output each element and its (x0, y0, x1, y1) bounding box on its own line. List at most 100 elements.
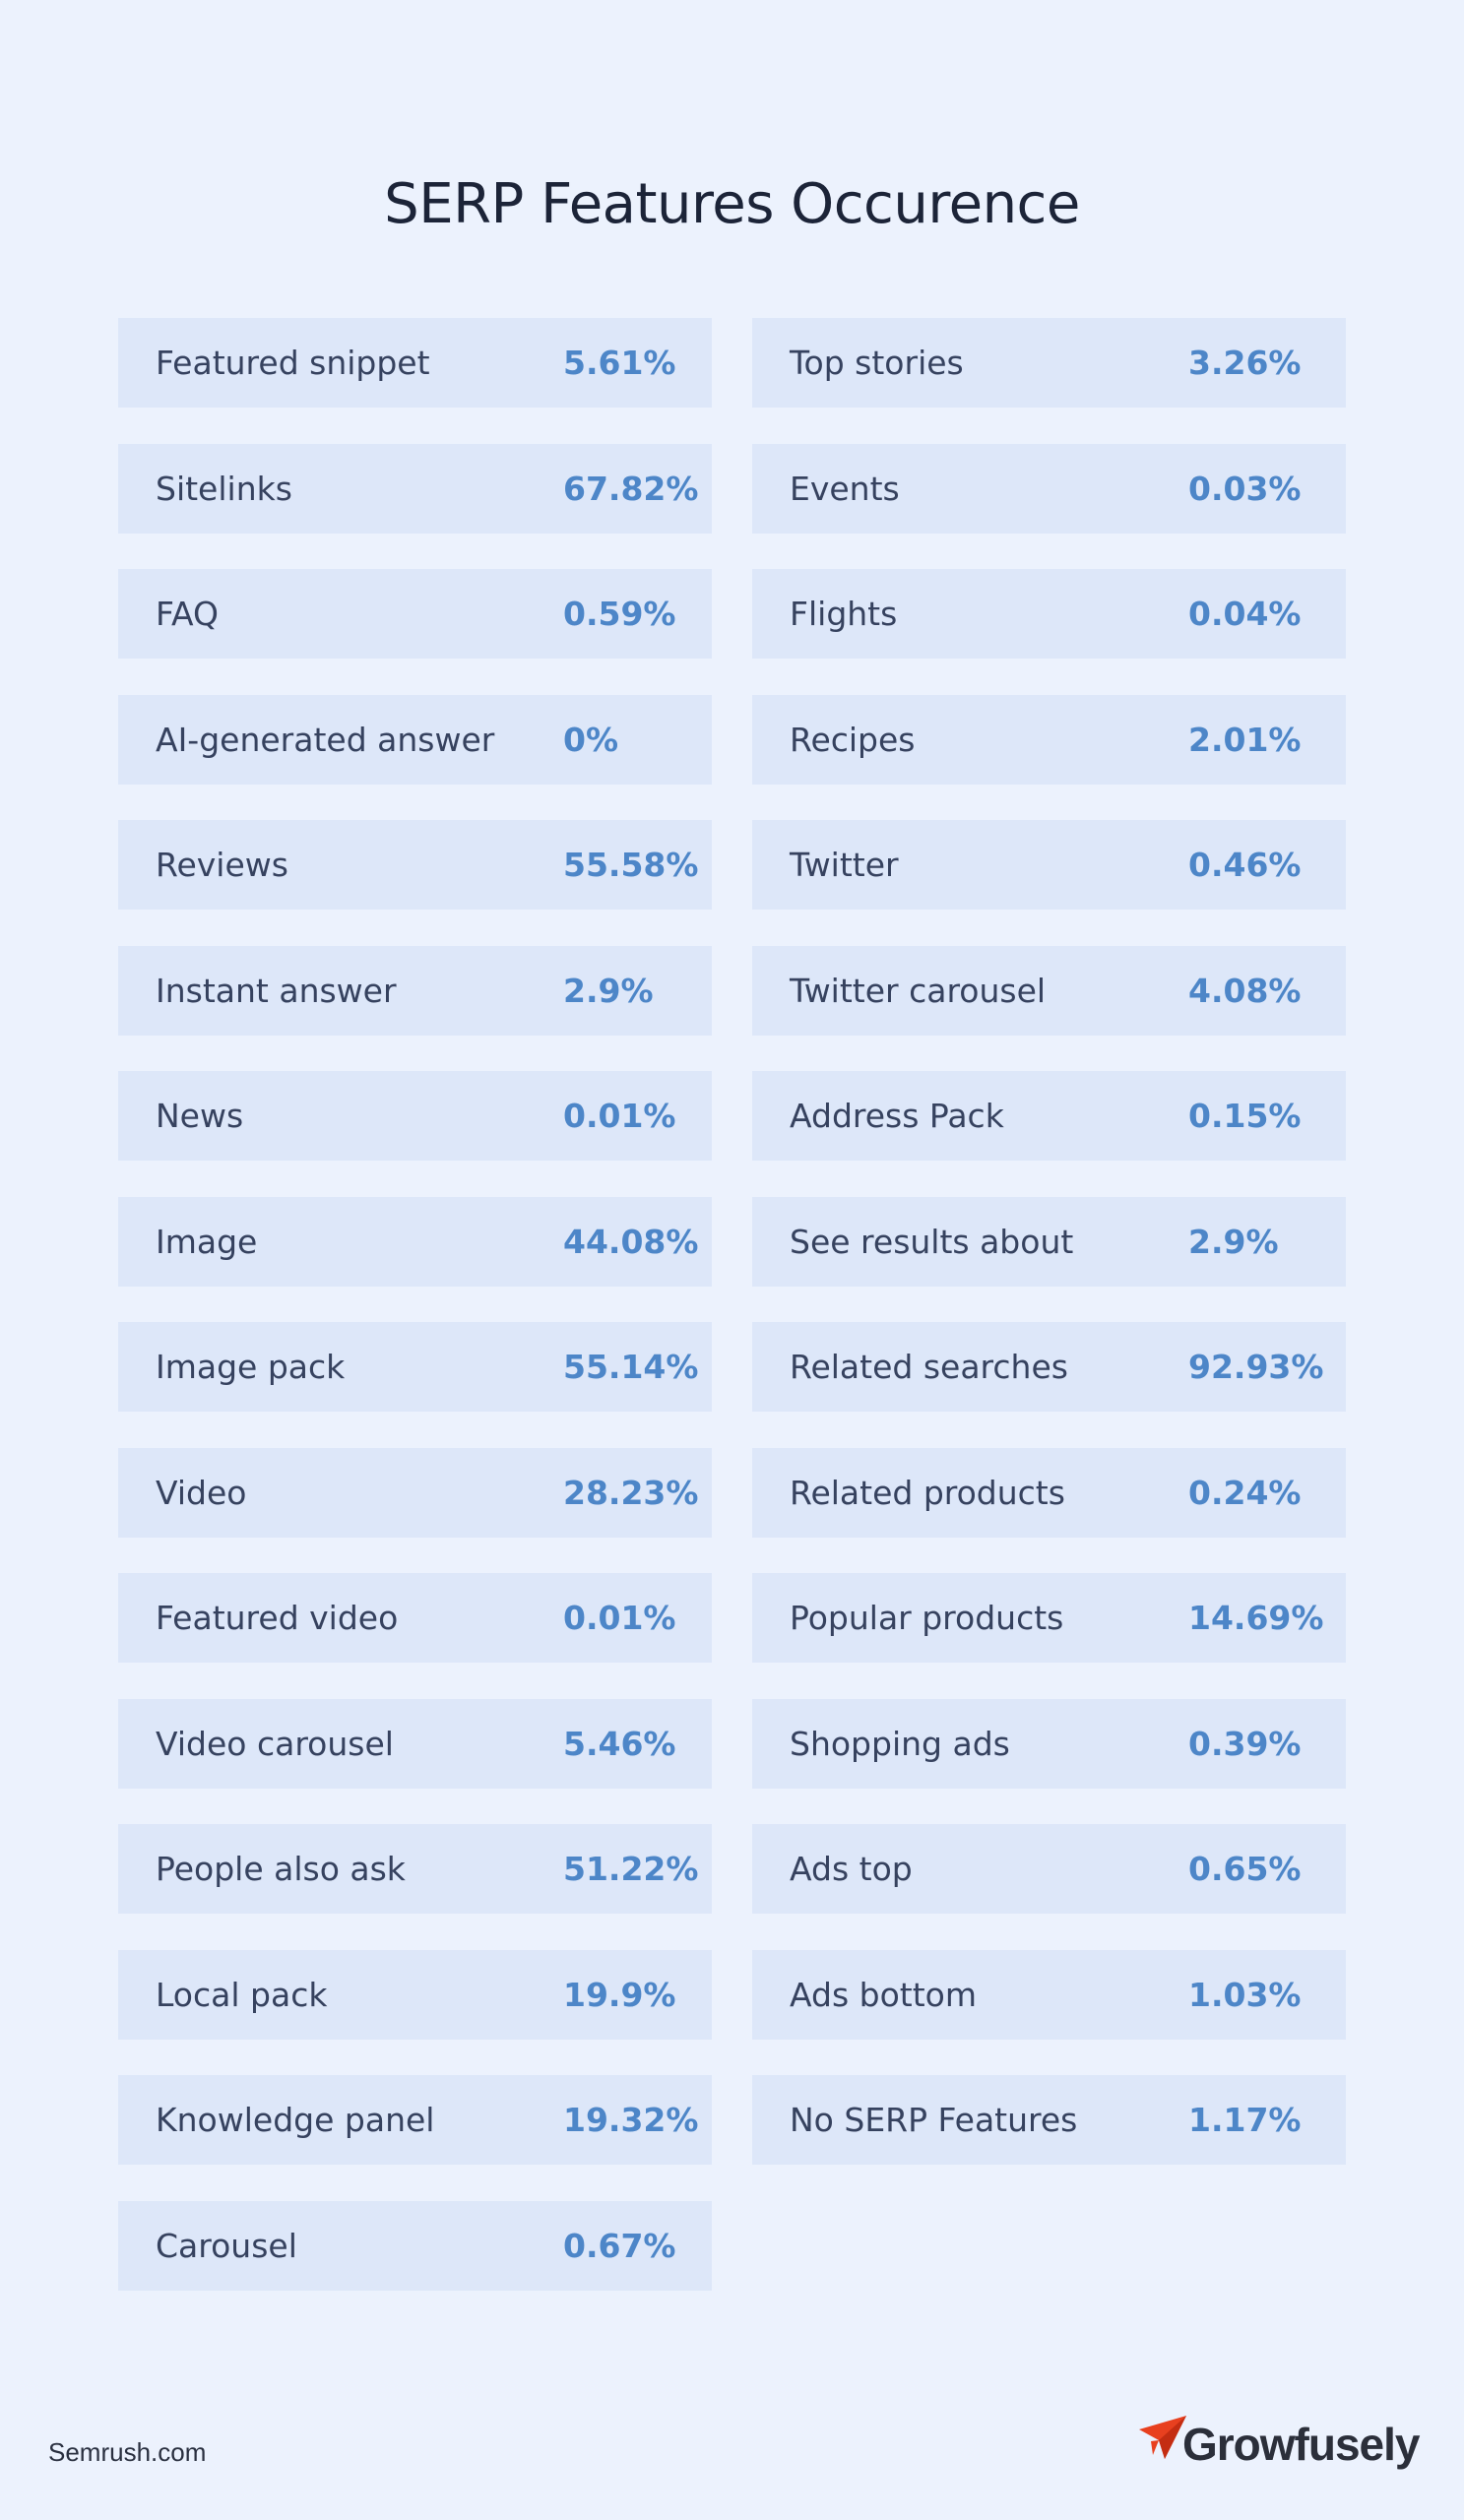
feature-percentage: 5.61% (563, 344, 676, 382)
feature-label: News (156, 1097, 244, 1135)
feature-label: Top stories (790, 344, 964, 382)
table-row: FAQ 0.59% (118, 569, 712, 659)
feature-label: AI-generated answer (156, 720, 495, 759)
feature-percentage: 19.32% (563, 2101, 699, 2139)
table-row: Recipes 2.01% (752, 694, 1346, 785)
table-row: Flights 0.04% (752, 569, 1346, 659)
feature-label: Video carousel (156, 1724, 394, 1763)
feature-percentage: 0% (563, 720, 619, 759)
feature-label: Events (790, 469, 900, 508)
feature-percentage: 44.08% (563, 1222, 699, 1261)
table-row: Sitelinks 67.82% (118, 443, 712, 534)
feature-percentage: 0.65% (1188, 1850, 1302, 1888)
table-row: Reviews 55.58% (118, 820, 712, 910)
feature-label: Popular products (790, 1599, 1064, 1637)
feature-label: Image (156, 1222, 258, 1261)
feature-percentage: 0.04% (1188, 595, 1302, 633)
brand-logo: Growfusely (1137, 2410, 1423, 2479)
feature-percentage: 0.03% (1188, 469, 1302, 508)
feature-percentage: 4.08% (1188, 971, 1302, 1010)
feature-percentage: 0.24% (1188, 1473, 1302, 1512)
feature-percentage: 1.03% (1188, 1975, 1302, 2014)
feature-label: Ads bottom (790, 1975, 977, 2014)
table-row: AI-generated answer 0% (118, 694, 712, 785)
table-row: Events 0.03% (752, 443, 1346, 534)
table-row: Twitter carousel 4.08% (752, 945, 1346, 1036)
table-row: Carousel 0.67% (118, 2200, 712, 2291)
feature-label: No SERP Features (790, 2101, 1078, 2139)
table-row: Related searches 92.93% (752, 1322, 1346, 1412)
table-row: Video 28.23% (118, 1447, 712, 1538)
table-row: No SERP Features 1.17% (752, 2075, 1346, 2165)
table-row: People also ask 51.22% (118, 1824, 712, 1914)
table-row: Featured video 0.01% (118, 1573, 712, 1663)
table-row: Address Pack 0.15% (752, 1071, 1346, 1161)
source-credit: Semrush.com (48, 2437, 207, 2467)
feature-percentage: 0.67% (563, 2226, 676, 2265)
feature-label: Address Pack (790, 1097, 1004, 1135)
table-row: Instant answer 2.9% (118, 945, 712, 1036)
feature-label: Recipes (790, 720, 916, 759)
feature-percentage: 1.17% (1188, 2101, 1302, 2139)
feature-label: Related searches (790, 1348, 1068, 1386)
feature-label: FAQ (156, 595, 219, 633)
feature-label: Twitter carousel (790, 971, 1047, 1010)
paper-plane-icon (1139, 2416, 1186, 2459)
feature-percentage: 0.01% (563, 1599, 676, 1637)
feature-percentage: 19.9% (563, 1975, 676, 2014)
left-column: Featured snippet 5.61% Sitelinks 67.82% FAQ 0… (118, 318, 712, 2326)
feature-percentage: 2.9% (1188, 1222, 1279, 1261)
table-row: Image 44.08% (118, 1196, 712, 1287)
feature-percentage: 5.46% (563, 1724, 676, 1763)
feature-percentage: 55.58% (563, 846, 699, 884)
table-row: Ads top 0.65% (752, 1824, 1346, 1914)
feature-label: Sitelinks (156, 469, 292, 508)
table-row: Local pack 19.9% (118, 1949, 712, 2040)
feature-label: Local pack (156, 1975, 328, 2014)
feature-label: Video (156, 1473, 247, 1512)
feature-percentage: 14.69% (1188, 1599, 1324, 1637)
feature-label: Reviews (156, 846, 288, 884)
feature-percentage: 67.82% (563, 469, 699, 508)
feature-percentage: 0.39% (1188, 1724, 1302, 1763)
feature-percentage: 51.22% (563, 1850, 699, 1888)
feature-percentage: 0.01% (563, 1097, 676, 1135)
feature-percentage: 28.23% (563, 1473, 699, 1512)
right-column: Top stories 3.26% Events 0.03% Flights 0.04% R… (752, 318, 1346, 2201)
feature-label: Flights (790, 595, 898, 633)
feature-label: Shopping ads (790, 1724, 1010, 1763)
feature-label: Twitter (790, 846, 899, 884)
feature-percentage: 3.26% (1188, 344, 1302, 382)
table-row: See results about 2.9% (752, 1196, 1346, 1287)
feature-label: Image pack (156, 1348, 346, 1386)
feature-label: Featured snippet (156, 344, 430, 382)
feature-percentage: 0.15% (1188, 1097, 1302, 1135)
table-row: Image pack 55.14% (118, 1322, 712, 1412)
table-row: Top stories 3.26% (752, 318, 1346, 408)
table-row: Ads bottom 1.03% (752, 1949, 1346, 2040)
feature-percentage: 0.59% (563, 595, 676, 633)
feature-label: Carousel (156, 2226, 297, 2265)
feature-label: Related products (790, 1473, 1065, 1512)
feature-percentage: 2.01% (1188, 720, 1302, 759)
feature-label: Ads top (790, 1850, 913, 1888)
table-row: Related products 0.24% (752, 1447, 1346, 1538)
feature-label: See results about (790, 1222, 1074, 1261)
table-row: Shopping ads 0.39% (752, 1698, 1346, 1789)
feature-label: People also ask (156, 1850, 406, 1888)
table-row: Video carousel 5.46% (118, 1698, 712, 1789)
table-row: News 0.01% (118, 1071, 712, 1161)
brand-name: Growfusely (1182, 2419, 1421, 2470)
feature-percentage: 2.9% (563, 971, 654, 1010)
feature-percentage: 92.93% (1188, 1348, 1324, 1386)
table-row: Popular products 14.69% (752, 1573, 1346, 1663)
feature-percentage: 0.46% (1188, 846, 1302, 884)
table-row: Featured snippet 5.61% (118, 318, 712, 408)
feature-percentage: 55.14% (563, 1348, 699, 1386)
feature-label: Knowledge panel (156, 2101, 435, 2139)
feature-label: Featured video (156, 1599, 399, 1637)
table-row: Twitter 0.46% (752, 820, 1346, 910)
table-row: Knowledge panel 19.32% (118, 2075, 712, 2165)
feature-label: Instant answer (156, 971, 397, 1010)
page-title: SERP Features Occurence (384, 171, 1080, 236)
